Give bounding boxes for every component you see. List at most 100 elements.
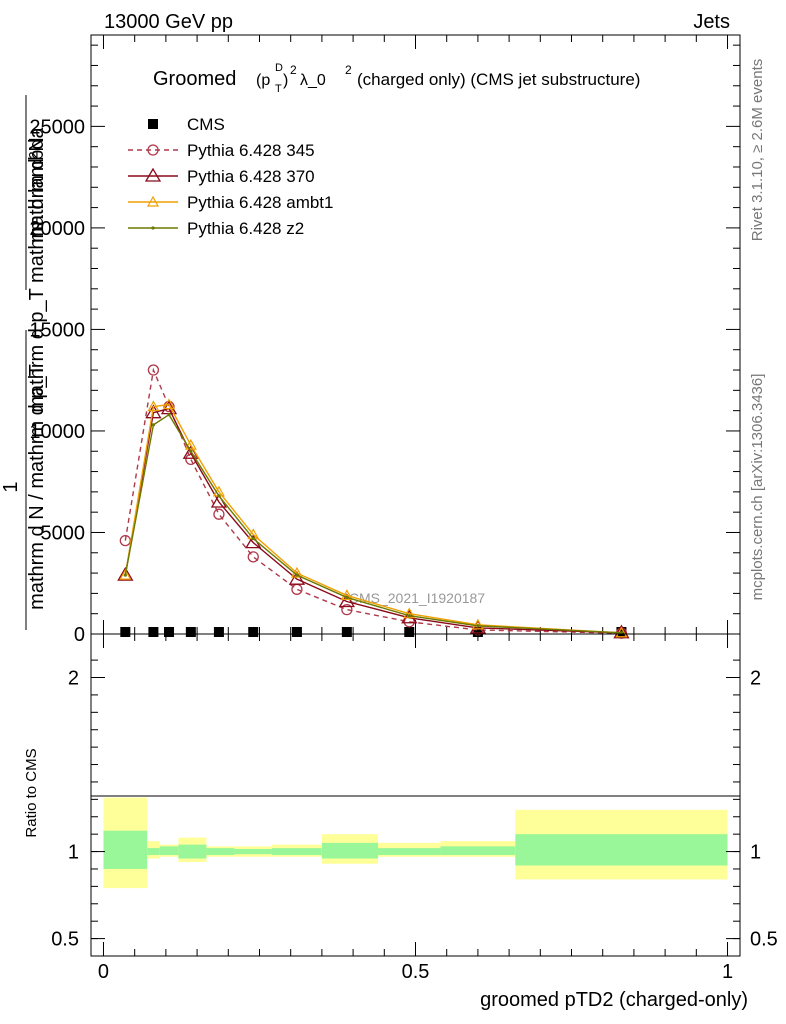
data-point xyxy=(120,627,131,637)
data-point xyxy=(151,226,155,230)
data-point xyxy=(288,570,306,585)
inner-band-bin xyxy=(378,848,441,856)
ratio-y-tick-labels: 0.5 0.5 1 1 2 2 xyxy=(51,668,778,951)
data-point xyxy=(148,119,158,129)
ratio-tick-label: 1 xyxy=(68,842,79,864)
data-point xyxy=(184,438,197,450)
data-point xyxy=(295,573,299,577)
data-point xyxy=(476,624,480,628)
data-point xyxy=(164,627,175,637)
ylabel-mid: mathrm d p_T mathrm d lambda xyxy=(26,126,48,412)
title-open-paren: (p xyxy=(256,72,270,89)
series-pythia-6-428-ambt1 xyxy=(119,398,628,638)
mcplots-label: mcplots.cern.ch [arXiv:1306.3436] xyxy=(749,374,766,601)
data-point xyxy=(345,595,349,600)
series-line xyxy=(124,367,622,634)
data-point xyxy=(213,508,225,520)
legend-label: Pythia 6.428 345 xyxy=(187,141,315,160)
x-tick-label: 1 xyxy=(722,961,733,983)
title-pt-sub: T xyxy=(275,83,282,95)
ratio-tick-label-right: 1 xyxy=(750,842,761,864)
data-point xyxy=(123,573,127,577)
inner-band-bin xyxy=(234,848,272,855)
ylabel-top: mathrm d²N xyxy=(26,137,48,243)
data-point xyxy=(407,614,411,618)
data-point xyxy=(167,413,171,417)
title-lambda: λ_0 xyxy=(300,72,326,89)
inner-band-bin xyxy=(321,842,379,859)
inner-band-bin xyxy=(440,846,516,856)
inner-band-bin xyxy=(147,848,160,856)
header-left: 13000 GeV pp xyxy=(104,11,233,33)
title-power: 2 xyxy=(290,63,297,77)
data-point xyxy=(338,593,355,608)
title-close-paren: ) xyxy=(283,72,288,89)
legend: CMS Pythia 6.428 345 Pythia 6.428 370 Pythi… xyxy=(128,115,333,238)
data-point xyxy=(217,494,221,498)
legend-label: Pythia 6.428 ambt1 xyxy=(187,193,333,212)
data-point xyxy=(145,404,162,419)
data-point xyxy=(613,624,630,639)
legend-label: CMS xyxy=(187,115,225,134)
data-point xyxy=(144,167,162,182)
y-tick-label: 15000 xyxy=(29,319,85,341)
title-groomed: Groomed xyxy=(153,68,236,90)
y-tick-label: 10000 xyxy=(29,421,85,443)
ylabel-one: 1 xyxy=(0,481,22,492)
ratio-tick-label: 0.5 xyxy=(51,929,79,951)
y-tick-label: 25000 xyxy=(29,116,85,138)
rivet-label: Rivet 3.1.10, ≥ 2.6M events xyxy=(749,59,766,242)
ratio-frame xyxy=(90,633,741,957)
data-point xyxy=(340,589,353,601)
plot-title: Groomed (p T D ) 2 λ_0 2 (charged only) … xyxy=(153,62,640,95)
main-series xyxy=(117,364,630,639)
data-point xyxy=(471,618,484,630)
data-point xyxy=(341,603,353,616)
data-point xyxy=(117,566,134,581)
data-point xyxy=(185,627,196,637)
data-point xyxy=(147,364,160,376)
ratio-ticks xyxy=(91,634,740,956)
inner-band-bin xyxy=(159,846,179,856)
inner-band-bin xyxy=(271,848,322,856)
main-ticks xyxy=(91,35,740,635)
ratio-bands xyxy=(103,797,728,889)
inner-band-bin xyxy=(103,830,148,869)
data-point xyxy=(148,627,159,637)
ratio-tick-label: 2 xyxy=(68,668,79,690)
data-point xyxy=(147,400,160,412)
ratio-y-axis-label: Ratio to CMS xyxy=(23,748,40,837)
data-point xyxy=(162,398,176,410)
data-point xyxy=(146,195,160,207)
x-tick-label: 0.5 xyxy=(402,961,430,983)
data-point xyxy=(151,423,156,427)
data-point xyxy=(213,627,224,637)
inner-band-bin xyxy=(206,848,235,856)
ratio-tick-label-right: 2 xyxy=(750,668,761,690)
data-point xyxy=(403,607,416,619)
series-line xyxy=(124,403,622,634)
data-point xyxy=(404,627,415,637)
ratio-tick-label-right: 0.5 xyxy=(750,929,778,951)
data-point xyxy=(472,627,483,637)
main-y-tick-labels: 0 5000 10000 15000 20000 25000 xyxy=(29,116,85,646)
title-power-2: 2 xyxy=(345,63,352,77)
header-right: Jets xyxy=(693,11,730,33)
title-pt-sup: D xyxy=(275,62,283,74)
data-point xyxy=(189,449,193,453)
main-y-axis-label: mathrm d²N mathrm d p_T mathrm d lambda … xyxy=(0,95,48,630)
data-point xyxy=(291,627,302,637)
legend-label: Pythia 6.428 z2 xyxy=(187,219,304,238)
data-point xyxy=(247,551,259,563)
y-tick-label: 20000 xyxy=(29,218,85,240)
y-tick-label: 5000 xyxy=(41,522,86,544)
data-point xyxy=(147,144,159,156)
data-point xyxy=(291,583,303,595)
data-point xyxy=(119,534,131,547)
data-point xyxy=(119,568,132,580)
x-axis-label: groomed pTD2 (charged-only) xyxy=(480,989,748,1011)
watermark: CMS_2021_I1920187 xyxy=(349,590,485,606)
inner-band-bin xyxy=(515,834,728,866)
data-point xyxy=(251,536,255,541)
